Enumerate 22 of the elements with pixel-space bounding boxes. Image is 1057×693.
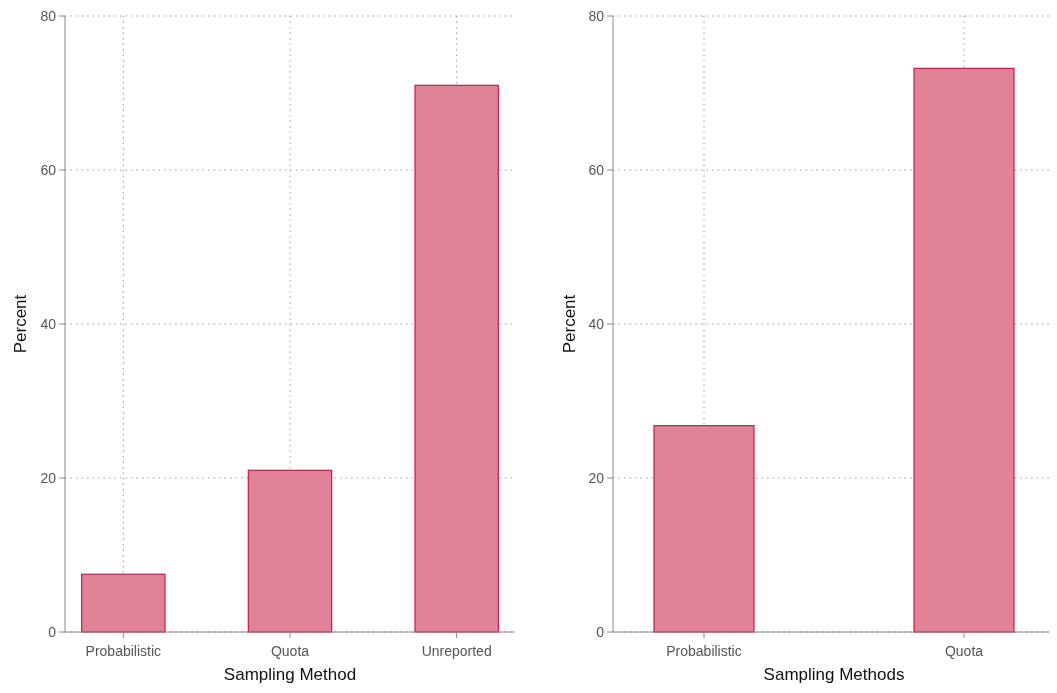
x-tick-label: Probabilistic: [666, 643, 742, 659]
x-tick-label: Unreported: [421, 643, 492, 659]
y-tick-label: 40: [40, 315, 57, 332]
x-tick-label: Probabilistic: [85, 643, 162, 659]
x-tick-label: Quota: [270, 643, 310, 659]
y-tick-label: 20: [40, 469, 57, 486]
bar: [414, 84, 499, 633]
x-axis-title: Sampling Method: [223, 665, 357, 684]
y-tick-label: 60: [588, 161, 605, 178]
y-tick-label: 60: [40, 161, 57, 178]
y-axis-title: Percent: [11, 294, 30, 354]
x-axis-title: Sampling Methods: [763, 665, 905, 684]
y-tick-label: 40: [588, 315, 605, 332]
y-tick-label: 0: [48, 623, 57, 640]
y-axis-title: Percent: [560, 294, 579, 354]
y-tick-label: 0: [596, 623, 605, 640]
y-tick-label: 80: [588, 7, 605, 24]
bar: [247, 469, 333, 633]
y-tick-label: 80: [40, 7, 57, 24]
bar: [81, 573, 166, 633]
y-tick-label: 20: [588, 469, 605, 486]
x-tick-label: Quota: [944, 643, 984, 659]
